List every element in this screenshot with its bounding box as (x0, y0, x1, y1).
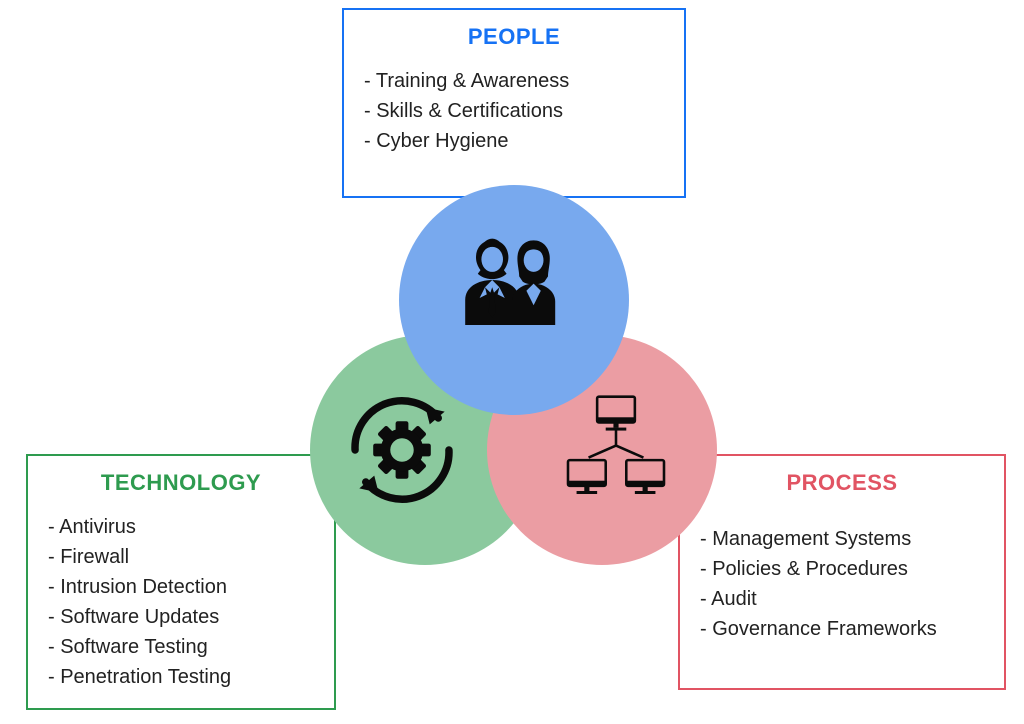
people-list: Training & AwarenessSkills & Certificati… (364, 66, 664, 156)
gear-cycle-icon (338, 386, 466, 514)
list-item: Firewall (48, 542, 314, 572)
list-item: Management Systems (700, 524, 984, 554)
list-item: Training & Awareness (364, 66, 664, 96)
process-list: Management SystemsPolicies & ProceduresA… (700, 524, 984, 644)
list-item: Antivirus (48, 512, 314, 542)
technology-box: TECHNOLOGY AntivirusFirewallIntrusion De… (26, 454, 336, 710)
list-item: Penetration Testing (48, 662, 314, 692)
list-item: Governance Frameworks (700, 614, 984, 644)
people-icon (458, 226, 566, 334)
list-item: Cyber Hygiene (364, 126, 664, 156)
process-box: PROCESS Management SystemsPolicies & Pro… (678, 454, 1006, 690)
list-item: Software Updates (48, 602, 314, 632)
list-item: Audit (700, 584, 984, 614)
list-item: Intrusion Detection (48, 572, 314, 602)
process-title: PROCESS (700, 470, 984, 496)
list-item: Policies & Procedures (700, 554, 984, 584)
people-box: PEOPLE Training & AwarenessSkills & Cert… (342, 8, 686, 198)
diagram-stage: PEOPLE Training & AwarenessSkills & Cert… (0, 0, 1024, 724)
list-item: Skills & Certifications (364, 96, 664, 126)
technology-list: AntivirusFirewallIntrusion DetectionSoft… (48, 512, 314, 692)
people-title: PEOPLE (364, 24, 664, 50)
network-computers-icon (556, 383, 676, 503)
technology-title: TECHNOLOGY (48, 470, 314, 496)
list-item: Software Testing (48, 632, 314, 662)
